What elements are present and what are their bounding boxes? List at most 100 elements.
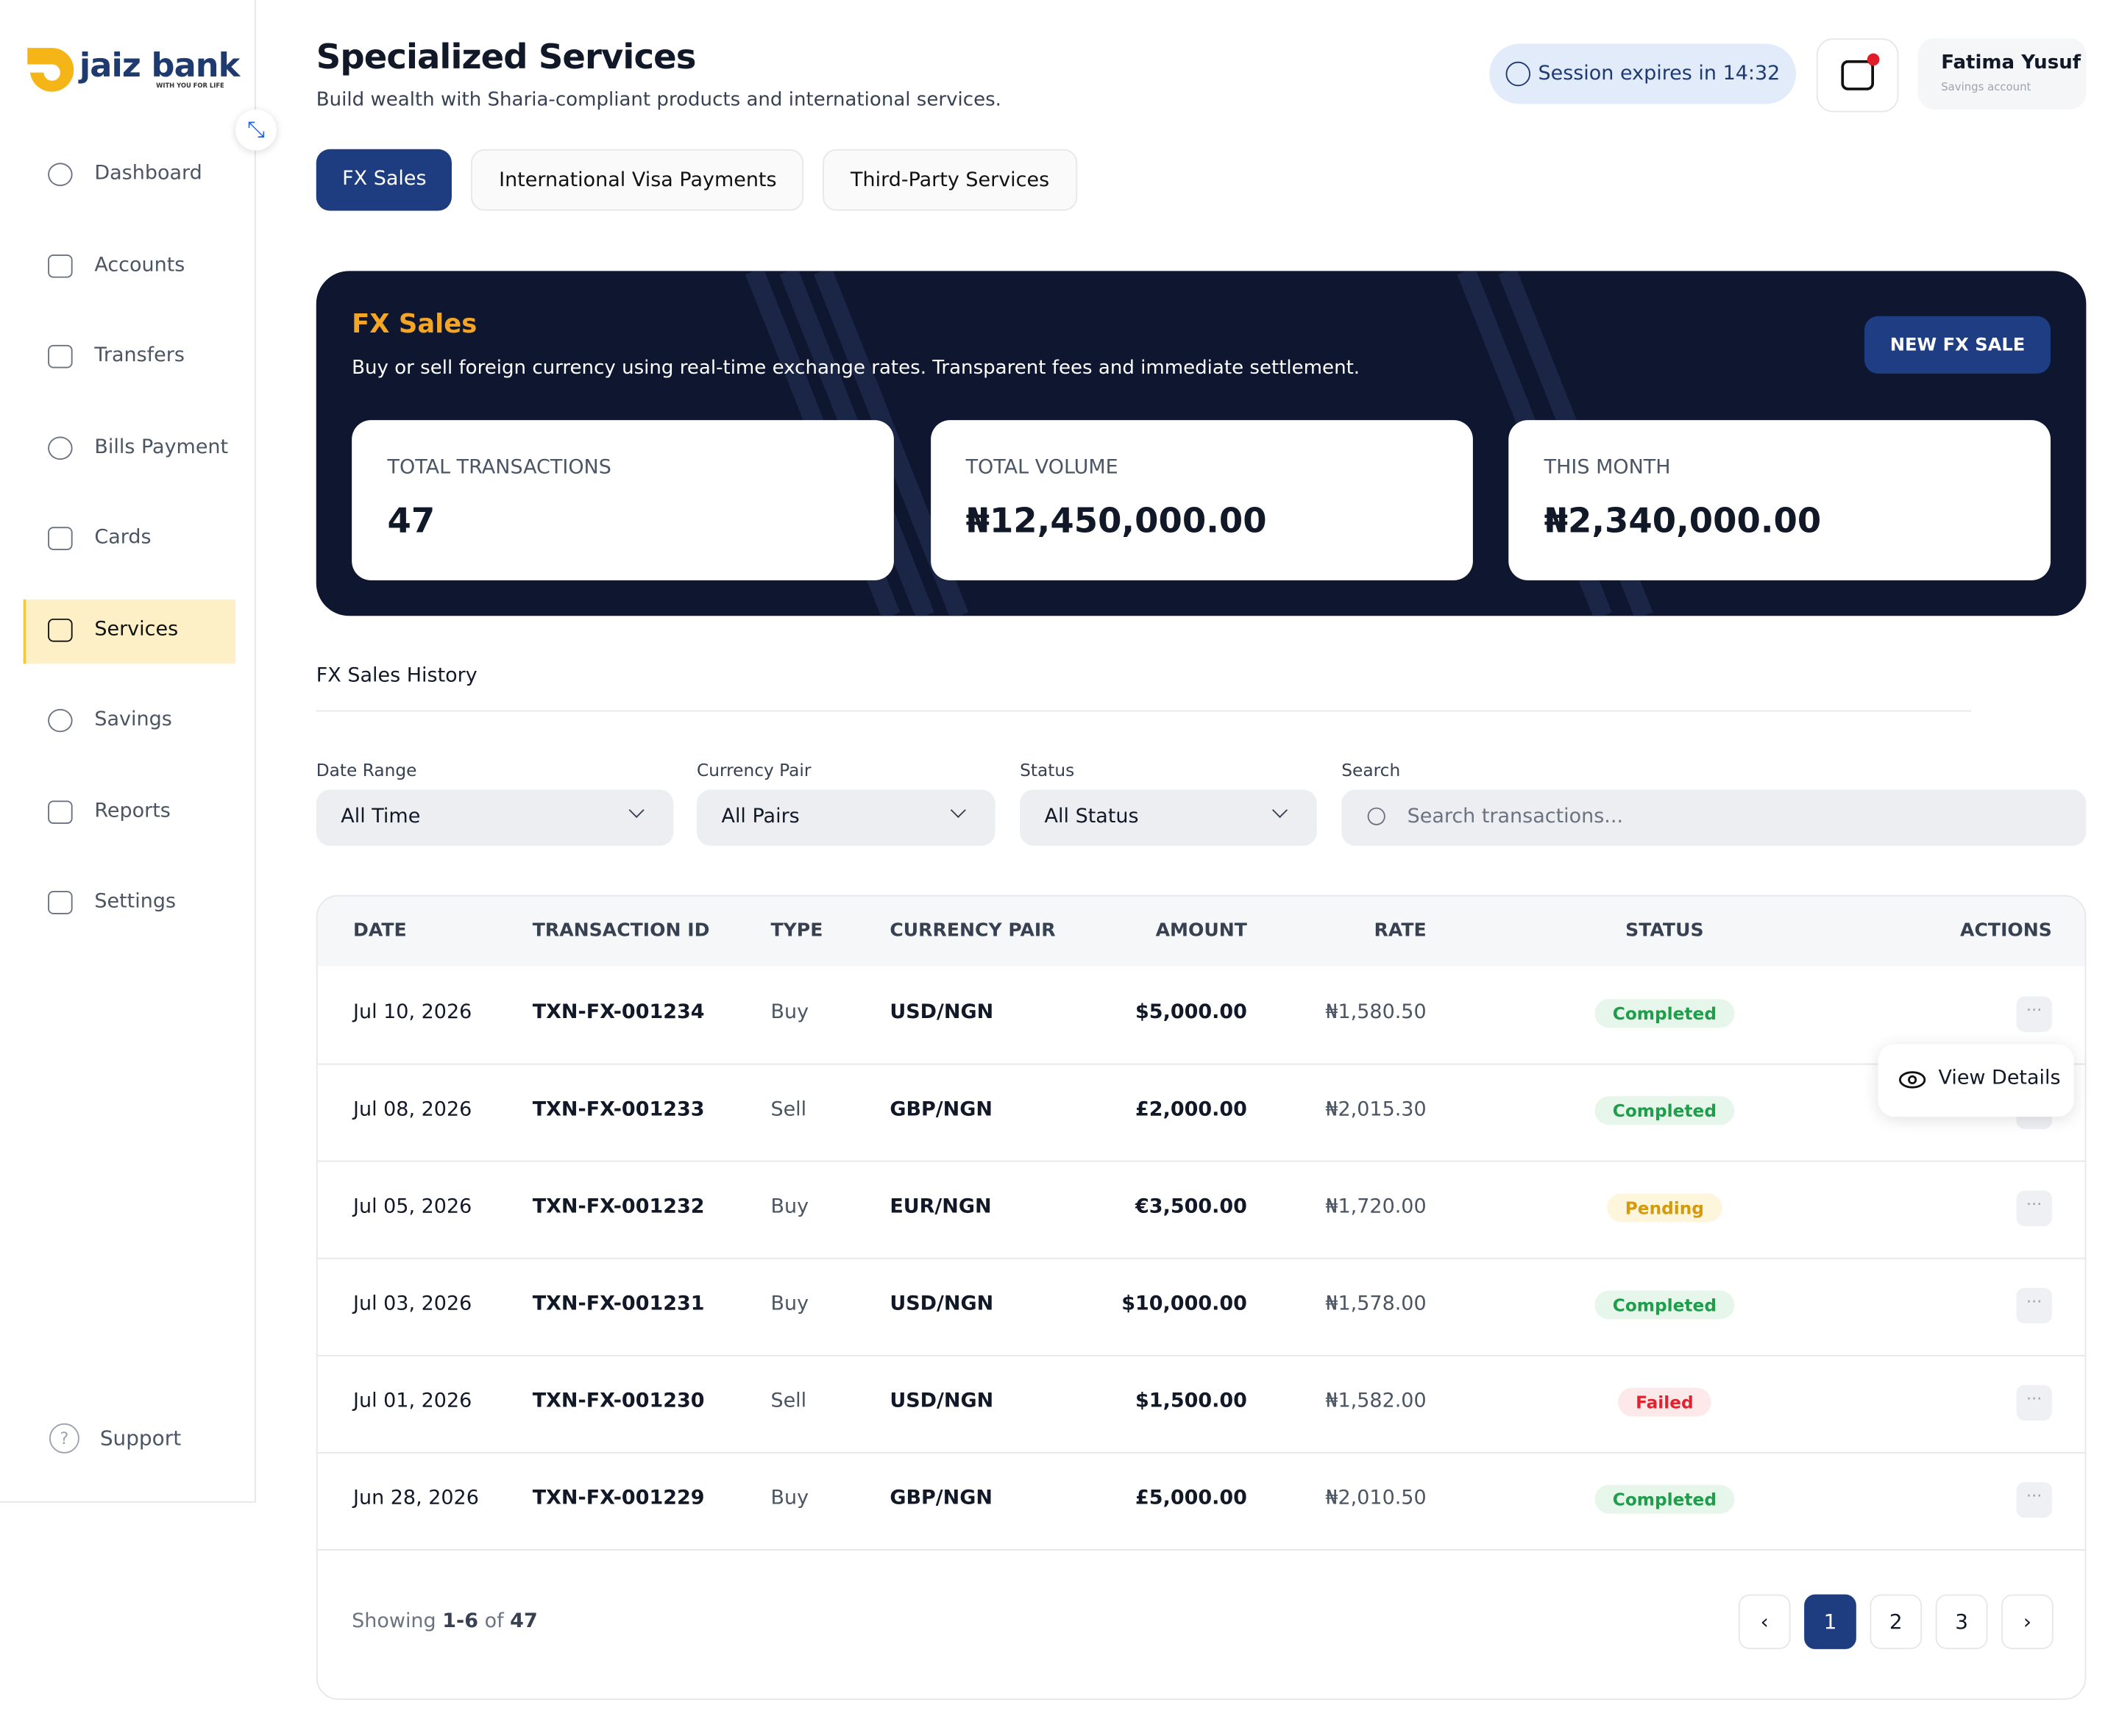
divider xyxy=(316,710,1972,712)
cell-rate: ₦2,015.30 xyxy=(1325,1098,1427,1121)
cell-type: Buy xyxy=(770,1001,809,1024)
nav-icon xyxy=(48,800,73,824)
nav-icon xyxy=(48,344,73,369)
action-menu: View Details xyxy=(1878,1044,2074,1117)
cell-id: TXN-FX-001231 xyxy=(532,1293,705,1315)
support-icon: ? xyxy=(49,1423,79,1454)
cell-date: Jul 03, 2026 xyxy=(353,1293,472,1315)
chevron xyxy=(950,802,966,818)
showing-total: 47 xyxy=(510,1610,538,1633)
filter-label: Currency Pair xyxy=(696,759,812,780)
stat-card: TOTAL TRANSACTIONS 47 xyxy=(352,420,894,580)
row-divider xyxy=(317,1451,2085,1454)
logo-mark xyxy=(27,48,74,92)
next-page[interactable]: › xyxy=(2001,1594,2054,1649)
nav-icon xyxy=(48,254,73,277)
cell-type: Sell xyxy=(770,1098,807,1121)
page-title: Specialized Services xyxy=(316,37,697,77)
filter-value: All Status xyxy=(1044,805,1139,828)
showing-prefix: Showing xyxy=(352,1610,436,1633)
cell-amount: £2,000.00 xyxy=(1135,1098,1247,1121)
cell-date: Jul 08, 2026 xyxy=(353,1098,472,1121)
nav-item[interactable]: Bills Payment xyxy=(94,435,229,458)
stat-label: TOTAL TRANSACTIONS xyxy=(387,457,611,480)
tab[interactable]: FX Sales xyxy=(316,149,452,211)
cell-amount: €3,500.00 xyxy=(1135,1196,1247,1218)
nav-item[interactable]: Transfers xyxy=(94,344,185,367)
stat-card: THIS MONTH ₦2,340,000.00 xyxy=(1508,420,2051,580)
page-button[interactable]: 3 xyxy=(1935,1594,1988,1649)
status-badge: Completed xyxy=(1527,1290,1801,1320)
cell-rate: ₦1,720.00 xyxy=(1325,1196,1427,1218)
cell-amount: $5,000.00 xyxy=(1135,1001,1247,1024)
nav-icon xyxy=(48,891,73,914)
chevron xyxy=(628,802,645,818)
nav-item[interactable]: Savings xyxy=(94,708,172,731)
row-actions[interactable]: ··· xyxy=(2016,996,2052,1032)
notifications-button[interactable] xyxy=(1816,38,1899,113)
status-text: Failed xyxy=(1617,1387,1711,1417)
cell-rate: ₦2,010.50 xyxy=(1325,1487,1427,1510)
nav-item[interactable]: Reports xyxy=(94,800,171,822)
nav-item[interactable]: Dashboard xyxy=(94,163,202,185)
cell-type: Sell xyxy=(770,1390,807,1413)
user-account: Savings account xyxy=(1941,80,2031,93)
collapse-button[interactable]: ⤡ xyxy=(235,109,277,151)
column-header: TRANSACTION ID xyxy=(532,919,710,942)
stat-value: 47 xyxy=(387,500,436,541)
row-actions[interactable]: ··· xyxy=(2016,1384,2052,1421)
nav-icon xyxy=(48,527,73,550)
row-divider xyxy=(317,1257,2085,1259)
tab[interactable]: International Visa Payments xyxy=(471,149,804,211)
nav-item[interactable]: Settings xyxy=(94,891,177,913)
cell-date: Jun 28, 2026 xyxy=(353,1487,479,1510)
user-card[interactable]: Fatima Yusuf Savings account xyxy=(1917,38,2087,110)
nav-item[interactable]: Services xyxy=(94,618,179,640)
cell-type: Buy xyxy=(770,1196,809,1218)
tab[interactable]: Third-Party Services xyxy=(823,149,1077,211)
support-link[interactable]: Support xyxy=(99,1426,182,1451)
status-text: Completed xyxy=(1594,1290,1735,1320)
filter-value: All Time xyxy=(341,805,421,828)
page-button[interactable]: 1 xyxy=(1804,1594,1856,1649)
status-text: Completed xyxy=(1594,1096,1735,1125)
column-header: ACTIONS xyxy=(1960,919,2052,942)
status-text: Completed xyxy=(1594,1484,1735,1514)
status-badge: Completed xyxy=(1527,1484,1801,1514)
search-input[interactable]: Search transactions... xyxy=(1341,789,2087,846)
stat-value: ₦12,450,000.00 xyxy=(965,500,1267,541)
page-button[interactable]: 2 xyxy=(1870,1594,1923,1649)
stat-value: ₦2,340,000.00 xyxy=(1544,500,1822,541)
filter-select[interactable]: All Status xyxy=(1020,789,1317,846)
cell-pair: EUR/NGN xyxy=(890,1196,992,1218)
row-actions[interactable]: ··· xyxy=(2016,1481,2052,1518)
cell-amount: $10,000.00 xyxy=(1121,1293,1247,1315)
session-timer: Session expires in 14:32 xyxy=(1489,43,1796,104)
cell-amount: $1,500.00 xyxy=(1135,1390,1247,1413)
filter-select[interactable]: All Time xyxy=(316,789,674,846)
cell-rate: ₦1,580.50 xyxy=(1325,1001,1427,1024)
nav-item[interactable]: Accounts xyxy=(94,254,185,276)
search-label: Search xyxy=(1341,759,1401,780)
column-header: AMOUNT xyxy=(1155,919,1247,942)
row-actions[interactable]: ··· xyxy=(2016,1287,2052,1324)
nav-icon xyxy=(48,435,73,460)
status-badge: Pending xyxy=(1527,1193,1801,1223)
cell-id: TXN-FX-001232 xyxy=(532,1196,705,1218)
pagination: ‹ 1 2 3 › xyxy=(1738,1594,2054,1649)
filter-label: Date Range xyxy=(316,759,417,780)
new-fx-sale-button[interactable]: NEW FX SALE xyxy=(1864,316,2051,374)
column-header: STATUS xyxy=(1625,919,1704,942)
cell-date: Jul 01, 2026 xyxy=(353,1390,472,1413)
brand-name: jaiz bank xyxy=(79,46,240,85)
search-placeholder: Search transactions... xyxy=(1407,805,1624,828)
view-details[interactable]: View Details xyxy=(1938,1067,2061,1089)
nav-icon xyxy=(48,708,73,733)
filter-select[interactable]: All Pairs xyxy=(696,789,995,846)
nav-active-bg xyxy=(23,598,236,664)
prev-page[interactable]: ‹ xyxy=(1738,1594,1791,1649)
chevron xyxy=(1272,802,1288,818)
nav-item[interactable]: Cards xyxy=(94,527,152,549)
eye-icon xyxy=(1898,1071,1926,1089)
row-actions[interactable]: ··· xyxy=(2016,1190,2052,1227)
